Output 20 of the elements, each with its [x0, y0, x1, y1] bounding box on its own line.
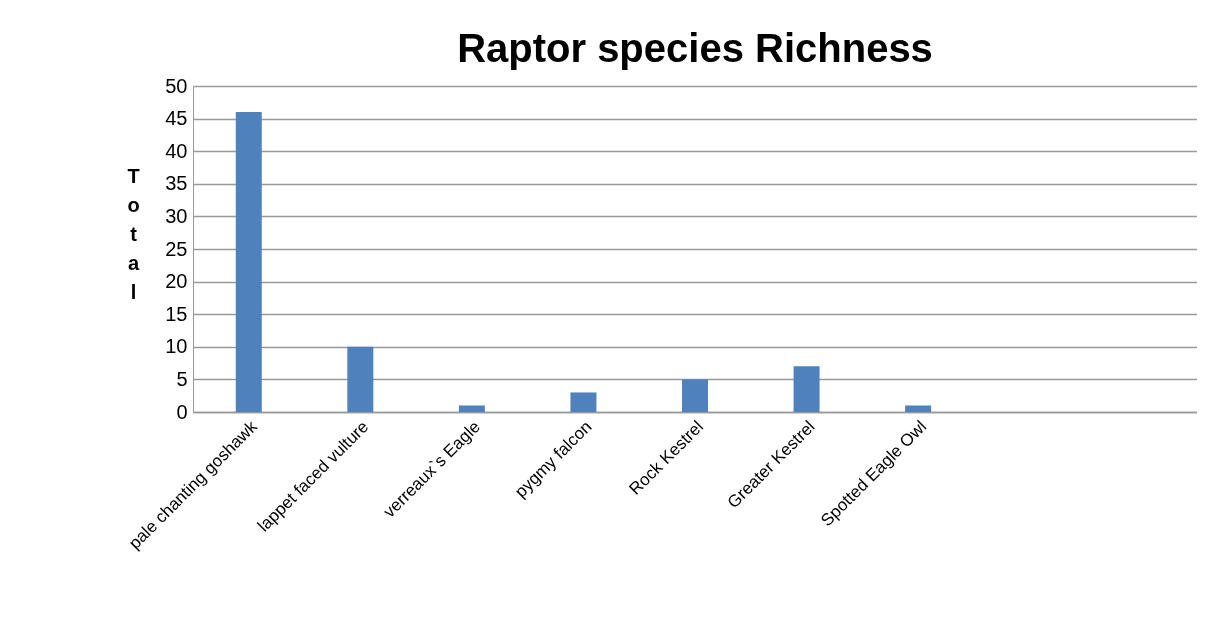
y-tick-label: 50 — [165, 74, 188, 97]
y-tick-label: 15 — [165, 302, 188, 325]
y-tick-label: 10 — [165, 335, 188, 358]
chart-title: Raptor species Richness — [457, 26, 933, 70]
bar — [570, 392, 597, 412]
bar — [682, 379, 708, 412]
y-tick-label: 25 — [165, 237, 188, 260]
y-tick-label: 45 — [165, 107, 188, 130]
y-axis-title: Total — [127, 164, 140, 303]
bar — [905, 405, 932, 412]
y-tick-label: 40 — [165, 139, 188, 162]
bar — [793, 366, 820, 412]
y-tick-label: 30 — [165, 204, 188, 227]
y-tick-label: 20 — [165, 270, 188, 293]
bar — [458, 405, 485, 412]
y-tick-label: 0 — [176, 400, 188, 423]
bar — [235, 112, 262, 412]
y-tick-label: 5 — [176, 367, 188, 390]
bar — [347, 346, 374, 412]
y-tick-label: 35 — [165, 172, 188, 195]
